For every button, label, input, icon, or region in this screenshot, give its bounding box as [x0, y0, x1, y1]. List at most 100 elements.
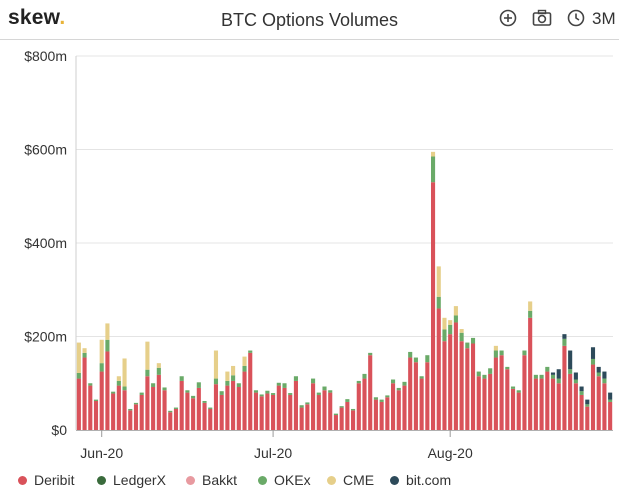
bar-stack[interactable] — [550, 372, 556, 431]
bar-segment-deribit[interactable] — [379, 401, 384, 430]
bar-segment-deribit[interactable] — [351, 410, 356, 430]
bar-segment-deribit[interactable] — [396, 390, 401, 430]
bar-segment-cme[interactable] — [76, 342, 81, 373]
bar-stack[interactable] — [191, 395, 196, 430]
bar-segment-okex[interactable] — [568, 369, 573, 374]
bar-stack[interactable] — [242, 356, 247, 430]
bar-segment-deribit[interactable] — [402, 385, 407, 430]
bar-stack[interactable] — [282, 383, 287, 430]
bar-segment-bit-com[interactable] — [585, 399, 590, 405]
bar-segment-deribit[interactable] — [168, 412, 173, 430]
time-range-selector[interactable]: 3M — [592, 9, 616, 28]
bar-segment-deribit[interactable] — [299, 407, 304, 430]
bar-segment-okex[interactable] — [345, 399, 350, 402]
bar-stack[interactable] — [288, 393, 293, 430]
bar-segment-okex[interactable] — [436, 296, 441, 309]
bar-stack[interactable] — [151, 383, 156, 430]
bar-stack[interactable] — [276, 382, 281, 430]
bar-stack[interactable] — [442, 317, 447, 430]
bar-stack[interactable] — [345, 399, 350, 430]
bar-segment-okex[interactable] — [585, 404, 590, 407]
bar-segment-bit-com[interactable] — [579, 386, 584, 392]
bar-segment-okex[interactable] — [556, 378, 561, 384]
bar-stack[interactable] — [259, 394, 264, 430]
bar-segment-deribit[interactable] — [408, 357, 413, 430]
bar-segment-deribit[interactable] — [248, 352, 253, 430]
bar-stack[interactable] — [470, 337, 476, 430]
bar-segment-bit-com[interactable] — [596, 366, 601, 373]
bar-segment-deribit[interactable] — [293, 380, 298, 430]
legend-item-cme[interactable]: CME — [327, 472, 374, 488]
bar-stack[interactable] — [573, 372, 578, 431]
bar-stack[interactable] — [476, 371, 481, 430]
bar-segment-deribit[interactable] — [430, 182, 436, 430]
bar-stack[interactable] — [116, 376, 121, 430]
bar-stack[interactable] — [333, 413, 338, 430]
bar-segment-deribit[interactable] — [413, 362, 418, 430]
bar-segment-okex[interactable] — [351, 408, 356, 411]
bar-segment-deribit[interactable] — [436, 308, 441, 430]
bar-stack[interactable] — [396, 387, 401, 430]
bar-segment-cme[interactable] — [459, 329, 464, 333]
bar-stack[interactable] — [219, 391, 224, 430]
bar-segment-deribit[interactable] — [510, 388, 516, 430]
bar-stack[interactable] — [465, 342, 470, 430]
bar-segment-okex[interactable] — [328, 390, 333, 393]
zoom-in-icon[interactable] — [499, 9, 517, 27]
bar-segment-deribit[interactable] — [568, 373, 573, 430]
bar-segment-deribit[interactable] — [339, 407, 344, 430]
bar-segment-okex[interactable] — [505, 366, 510, 370]
bar-segment-deribit[interactable] — [156, 374, 161, 430]
bar-segment-bit-com[interactable] — [568, 350, 573, 370]
bar-segment-deribit[interactable] — [596, 376, 601, 430]
bar-segment-cme[interactable] — [436, 266, 441, 297]
bar-stack[interactable] — [545, 366, 550, 430]
bar-segment-okex[interactable] — [139, 392, 144, 395]
bar-segment-okex[interactable] — [385, 395, 390, 398]
bar-stack[interactable] — [516, 390, 521, 430]
bar-segment-okex[interactable] — [459, 332, 464, 342]
bar-segment-cme[interactable] — [442, 317, 447, 330]
bar-segment-okex[interactable] — [499, 350, 504, 356]
bar-segment-deribit[interactable] — [276, 385, 281, 430]
bar-stack[interactable] — [156, 363, 161, 430]
bar-segment-deribit[interactable] — [311, 383, 316, 430]
bar-segment-okex[interactable] — [465, 342, 470, 349]
bar-segment-okex[interactable] — [282, 383, 287, 388]
bar-stack[interactable] — [356, 380, 361, 430]
bar-segment-okex[interactable] — [276, 382, 281, 386]
bar-segment-okex[interactable] — [396, 387, 401, 391]
bar-segment-okex[interactable] — [539, 374, 544, 379]
bar-segment-deribit[interactable] — [533, 378, 538, 430]
bar-segment-deribit[interactable] — [122, 390, 127, 430]
bar-segment-deribit[interactable] — [448, 334, 453, 430]
bar-segment-okex[interactable] — [476, 371, 481, 377]
bar-segment-deribit[interactable] — [425, 362, 430, 430]
bar-segment-okex[interactable] — [88, 383, 93, 386]
bar-segment-okex[interactable] — [470, 337, 476, 344]
bar-segment-okex[interactable] — [488, 368, 493, 374]
bar-segment-okex[interactable] — [425, 355, 430, 363]
bar-segment-okex[interactable] — [213, 378, 219, 385]
bar-stack[interactable] — [602, 371, 607, 430]
bar-segment-deribit[interactable] — [128, 410, 133, 430]
bar-segment-deribit[interactable] — [282, 387, 287, 430]
bar-segment-okex[interactable] — [259, 394, 264, 397]
bar-segment-okex[interactable] — [116, 380, 121, 386]
bar-stack[interactable] — [568, 350, 573, 430]
bar-segment-deribit[interactable] — [82, 357, 87, 430]
bar-segment-cme[interactable] — [448, 320, 453, 325]
bar-segment-deribit[interactable] — [76, 378, 81, 430]
bar-segment-deribit[interactable] — [608, 401, 613, 430]
bar-stack[interactable] — [351, 408, 356, 430]
bar-stack[interactable] — [93, 399, 99, 430]
bar-segment-deribit[interactable] — [236, 386, 241, 430]
bar-segment-okex[interactable] — [76, 372, 81, 379]
bar-segment-deribit[interactable] — [545, 371, 550, 430]
bar-segment-deribit[interactable] — [362, 378, 367, 430]
bar-stack[interactable] — [316, 392, 321, 430]
bar-segment-bit-com[interactable] — [590, 347, 596, 359]
bar-segment-deribit[interactable] — [470, 343, 476, 430]
bar-segment-deribit[interactable] — [185, 392, 190, 430]
bar-segment-okex[interactable] — [191, 395, 196, 399]
